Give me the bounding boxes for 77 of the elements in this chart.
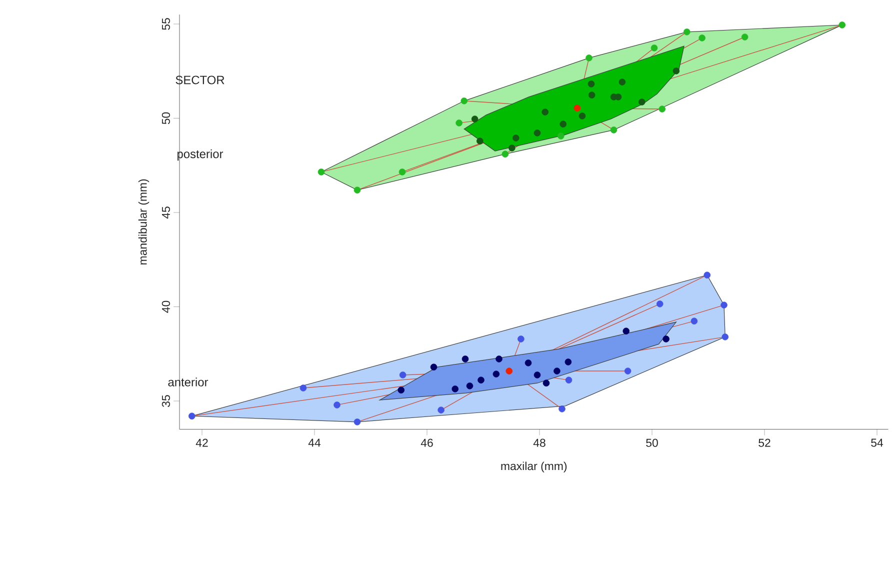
point	[542, 380, 550, 386]
point	[542, 108, 549, 116]
x-tick-label: 50	[646, 438, 658, 447]
x-axis-title: maxilar (mm)	[501, 462, 567, 472]
point	[318, 168, 325, 176]
x-tick-label: 52	[758, 438, 770, 447]
point	[720, 302, 728, 308]
point	[476, 138, 484, 144]
point	[722, 334, 729, 340]
point	[672, 68, 680, 74]
point	[683, 28, 690, 36]
point	[508, 144, 516, 152]
point	[624, 368, 632, 374]
point	[586, 54, 592, 62]
point	[588, 80, 595, 88]
point	[478, 376, 484, 384]
point	[554, 368, 560, 374]
point	[838, 22, 846, 28]
point	[704, 272, 711, 278]
point	[466, 382, 474, 390]
point	[456, 120, 462, 126]
x-tick-label: 48	[533, 438, 546, 447]
point	[656, 300, 664, 308]
point	[354, 186, 361, 194]
annotation: posterior	[178, 149, 224, 161]
point	[588, 92, 596, 98]
point	[618, 78, 626, 86]
point	[564, 358, 572, 366]
point	[354, 418, 361, 426]
y-axis-title: mandibular (mm)	[138, 179, 150, 264]
point	[398, 386, 405, 394]
point	[574, 104, 581, 112]
point	[534, 130, 541, 136]
point	[399, 372, 406, 378]
point	[524, 360, 532, 366]
point	[398, 168, 406, 176]
point	[492, 370, 500, 378]
point	[506, 368, 513, 374]
point	[188, 412, 196, 420]
point	[460, 98, 468, 104]
point	[565, 376, 572, 384]
point	[698, 34, 706, 42]
point	[502, 150, 509, 158]
point	[518, 336, 524, 342]
point	[558, 406, 566, 412]
annotation: anterior	[168, 378, 208, 386]
point	[452, 386, 459, 392]
point	[638, 98, 646, 106]
point	[334, 402, 340, 408]
point	[471, 116, 478, 122]
x-tick-label: 44	[308, 438, 321, 447]
point	[496, 356, 502, 362]
y-tick-label: 40	[162, 300, 170, 313]
point	[622, 328, 630, 334]
y-tick-label: 55	[162, 18, 170, 30]
annotation: SECTOR	[176, 76, 224, 84]
y-tick-label: 50	[162, 112, 170, 124]
point	[741, 34, 748, 40]
x-tick-label: 54	[871, 438, 884, 447]
point	[650, 44, 658, 52]
point	[462, 356, 469, 362]
point	[658, 106, 666, 112]
point	[300, 384, 307, 392]
point	[690, 318, 698, 324]
point	[430, 364, 438, 370]
point	[438, 406, 444, 414]
point	[557, 132, 564, 140]
x-tick-label: 42	[196, 438, 208, 447]
point	[662, 336, 670, 342]
y-tick-label: 35	[162, 395, 170, 407]
point	[534, 372, 541, 378]
point	[578, 112, 586, 120]
x-tick-label: 46	[420, 438, 433, 447]
point	[560, 120, 567, 128]
point	[512, 134, 520, 142]
y-tick-label: 45	[162, 206, 170, 219]
point	[610, 126, 618, 134]
